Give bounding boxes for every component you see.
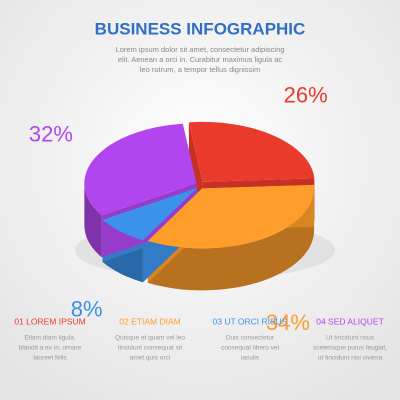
legend-text: consequat libero vel [221, 345, 279, 352]
legend-text: scelerisque purus feugiat, [313, 345, 387, 352]
legend-text: blandit a ex in, ornare [19, 345, 82, 352]
legend-text: Ut tincidunt risus [326, 335, 375, 342]
slice-top [188, 121, 315, 182]
legend-text: Quisque et quam vel leo [115, 335, 185, 342]
legend-title: 04 SED ALIQUET [316, 316, 384, 326]
legend-text: amet quis orci [130, 355, 170, 362]
legend-text: laoreet felis [33, 355, 67, 362]
legend-title: 01 LOREM IPSUM [14, 316, 85, 326]
legend-text: Etiam diam ligula, [24, 335, 75, 342]
slice-side [84, 183, 102, 258]
value-label: 32% [29, 121, 73, 146]
value-label: 34% [266, 310, 310, 335]
legend-text: iaculis [241, 355, 260, 362]
subtitle: Lorem ipsum dolor sit amet, consectetur … [116, 45, 285, 54]
subtitle: leo rutrum, a tempor tellus dignissim [140, 65, 260, 74]
title: BUSINESS INFOGRAPHIC [95, 19, 306, 38]
slice-top [84, 123, 197, 216]
legend-title: 02 ETIAM DIAM [119, 316, 180, 326]
subtitle: elit. Aenean a orci in. Curabitur maximu… [118, 55, 282, 64]
value-label: 26% [284, 82, 328, 107]
legend-text: Duis consectetur [226, 335, 275, 342]
slice-side [147, 188, 315, 291]
slice-top [147, 184, 315, 249]
legend-title: 03 UT ORCI RISUS [213, 316, 288, 326]
legend-text: ut tincidunt nisi viverra [318, 355, 383, 362]
legend-text: tincidunt consequat sit [118, 345, 183, 352]
slice-top [102, 187, 198, 241]
value-label: 8% [71, 296, 103, 321]
